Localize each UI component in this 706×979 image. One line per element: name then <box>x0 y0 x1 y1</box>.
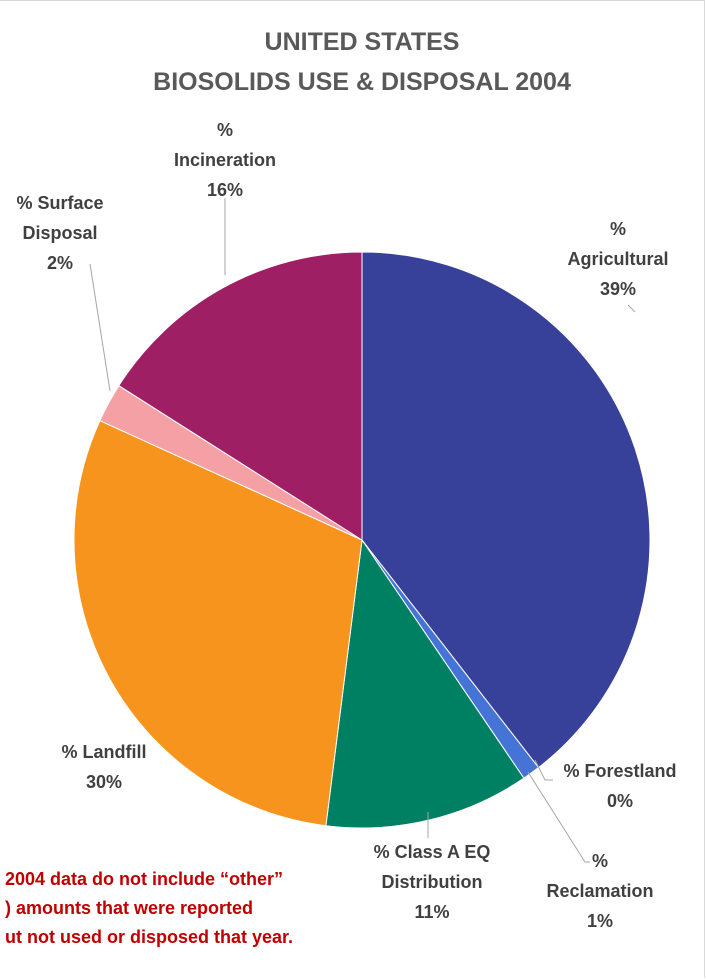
leader-line-agricultural <box>627 304 636 313</box>
pie-slices <box>73 251 651 829</box>
data-label-line: 39% <box>600 279 636 299</box>
data-label-agricultural: % Agricultural 39% <box>567 219 668 299</box>
data-label-line: 11% <box>414 902 449 922</box>
footnote-line-2: ) amounts that were reported <box>5 898 253 918</box>
data-label-line: 16% <box>207 180 243 200</box>
footnote: 2004 data do not include “other” ) amoun… <box>5 869 293 947</box>
pie-slice-landfill <box>73 419 363 827</box>
slice-labels: % Agricultural 39% % Forestland 0%% Reclamati… <box>16 120 676 931</box>
footnote-line-3: ut not used or disposed that year. <box>5 927 293 947</box>
data-label-line: % Surface <box>16 193 103 213</box>
data-label-line: % <box>592 851 608 871</box>
chart-title-line-1: UNITED STATES <box>265 28 460 56</box>
data-label-line: Distribution <box>382 872 483 892</box>
data-label-line: Reclamation <box>546 881 653 901</box>
data-label-forestland: % Forestland 0% <box>563 761 676 811</box>
data-label-line: 1% <box>587 911 613 931</box>
data-label-line: 30% <box>86 772 122 792</box>
data-label-incineration: % Incineration 16% <box>174 120 276 200</box>
data-label-line: Disposal <box>22 223 97 243</box>
data-label-class-a-eq-distribution: % Class A EQ Distribution 11% <box>374 842 491 922</box>
data-label-line: % Class A EQ <box>374 842 491 862</box>
data-label-line: % Forestland <box>563 761 676 781</box>
data-label-reclamation: % Reclamation 1% <box>546 851 653 931</box>
data-label-line: Incineration <box>174 150 276 170</box>
leader-line-reclamation <box>527 771 590 863</box>
data-label-line: % Landfill <box>62 742 147 762</box>
chart-title-line-2: BIOSOLIDS USE & DISPOSAL 2004 <box>153 68 571 96</box>
pie-slice-incineration <box>118 251 363 541</box>
leader-lines <box>89 198 636 863</box>
data-label-line: 2% <box>47 253 73 273</box>
data-label-line: % <box>217 120 233 140</box>
data-label-line: Agricultural <box>567 249 668 269</box>
leader-line-surface-disposal <box>89 263 111 392</box>
leader-line-forestland <box>534 759 553 781</box>
data-label-landfill: % Landfill 30% <box>62 742 147 792</box>
data-label-surface-disposal: % Surface Disposal 2% <box>16 193 103 273</box>
pie-slice-class-a-eq-distribution <box>325 538 525 829</box>
data-label-line: 0% <box>607 791 633 811</box>
pie-slice-agricultural <box>361 251 651 769</box>
footnote-line-1: 2004 data do not include “other” <box>5 869 283 889</box>
data-label-line: % <box>610 219 626 239</box>
